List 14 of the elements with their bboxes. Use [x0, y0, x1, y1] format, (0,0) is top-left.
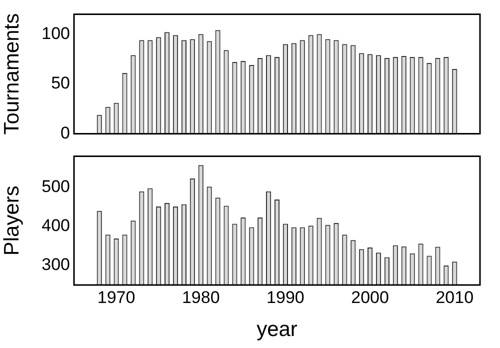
x-axis-title: year: [256, 318, 298, 342]
y-axis-title: Tournaments: [0, 13, 24, 135]
x-tick-label: 2000: [351, 288, 389, 307]
y-tick-label: 100: [42, 24, 70, 43]
x-tick-label: 1970: [97, 288, 136, 307]
y-tick-label: 0: [60, 123, 70, 142]
y-tick-label: 400: [42, 216, 70, 236]
y-tick-label: 50: [51, 74, 70, 93]
x-tick-label: 1980: [182, 288, 220, 307]
x-tick-label: 2010: [436, 288, 474, 307]
x-tick-label: 1990: [266, 288, 304, 307]
y-tick-label: 500: [42, 177, 70, 196]
y-axis-title: Players: [0, 186, 24, 256]
y-tick-label: 300: [42, 255, 70, 274]
